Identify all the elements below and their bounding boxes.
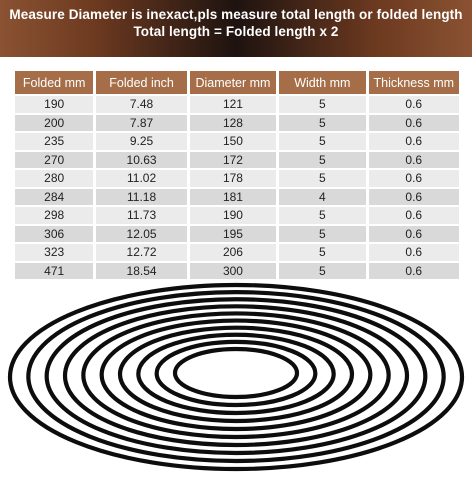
table-row: 235 9.25 150 5 0.6 xyxy=(15,133,459,150)
cell-folded-inch: 18.54 xyxy=(96,262,187,279)
cell-folded-mm: 200 xyxy=(15,114,94,131)
header-diameter-mm: Diameter mm xyxy=(189,71,277,94)
banner-line-1: Measure Diameter is inexact,pls measure … xyxy=(9,7,463,22)
table-row: 190 7.48 121 5 0.6 xyxy=(15,96,459,113)
cell-thickness-mm: 0.6 xyxy=(368,244,459,261)
cell-diameter-mm: 300 xyxy=(189,262,277,279)
cell-thickness-mm: 0.6 xyxy=(368,188,459,205)
cell-width-mm: 5 xyxy=(279,133,366,150)
cell-folded-mm: 323 xyxy=(15,244,94,261)
cell-width-mm: 5 xyxy=(279,207,366,224)
cell-width-mm: 5 xyxy=(279,244,366,261)
table-row: 284 11.18 181 4 0.6 xyxy=(15,188,459,205)
ring xyxy=(154,339,318,408)
cell-folded-inch: 12.05 xyxy=(96,225,187,242)
cell-folded-mm: 270 xyxy=(15,151,94,168)
cell-thickness-mm: 0.6 xyxy=(368,207,459,224)
cell-width-mm: 5 xyxy=(279,96,366,113)
table-row: 280 11.02 178 5 0.6 xyxy=(15,170,459,187)
banner: Measure Diameter is inexact,pls measure … xyxy=(0,0,472,57)
ring xyxy=(99,318,373,432)
cell-folded-inch: 11.02 xyxy=(96,170,187,187)
table-header-row: Folded mm Folded inch Diameter mm Width … xyxy=(15,71,459,94)
cell-folded-inch: 10.63 xyxy=(96,151,187,168)
cell-thickness-mm: 0.6 xyxy=(368,262,459,279)
banner-line-2: Total length = Folded length x 2 xyxy=(133,24,339,39)
cell-folded-mm: 306 xyxy=(15,225,94,242)
cell-diameter-mm: 195 xyxy=(189,225,277,242)
ring xyxy=(26,290,446,464)
cell-width-mm: 4 xyxy=(279,188,366,205)
cell-folded-inch: 11.18 xyxy=(96,188,187,205)
cell-width-mm: 5 xyxy=(279,262,366,279)
cell-folded-inch: 7.48 xyxy=(96,96,187,113)
cell-thickness-mm: 0.6 xyxy=(368,151,459,168)
cell-folded-mm: 284 xyxy=(15,188,94,205)
nested-rings-illustration xyxy=(7,282,465,472)
cell-folded-mm: 190 xyxy=(15,96,94,113)
cell-folded-inch: 11.73 xyxy=(96,207,187,224)
ring xyxy=(44,297,428,456)
cell-folded-inch: 12.72 xyxy=(96,244,187,261)
cell-diameter-mm: 172 xyxy=(189,151,277,168)
cell-thickness-mm: 0.6 xyxy=(368,133,459,150)
table-row: 270 10.63 172 5 0.6 xyxy=(15,151,459,168)
ring xyxy=(62,304,410,448)
header-folded-inch: Folded inch xyxy=(96,71,187,94)
cell-thickness-mm: 0.6 xyxy=(368,96,459,113)
cell-thickness-mm: 0.6 xyxy=(368,114,459,131)
table-row: 306 12.05 195 5 0.6 xyxy=(15,225,459,242)
cell-width-mm: 5 xyxy=(279,114,366,131)
table-row: 200 7.87 128 5 0.6 xyxy=(15,114,459,131)
header-folded-mm: Folded mm xyxy=(15,71,94,94)
ring xyxy=(7,282,465,472)
cell-folded-mm: 298 xyxy=(15,207,94,224)
cell-folded-mm: 280 xyxy=(15,170,94,187)
cell-folded-inch: 7.87 xyxy=(96,114,187,131)
cell-diameter-mm: 150 xyxy=(189,133,277,150)
cell-diameter-mm: 190 xyxy=(189,207,277,224)
cell-width-mm: 5 xyxy=(279,170,366,187)
table-row: 471 18.54 300 5 0.6 xyxy=(15,262,459,279)
cell-diameter-mm: 128 xyxy=(189,114,277,131)
cell-diameter-mm: 121 xyxy=(189,96,277,113)
ring xyxy=(117,325,355,424)
header-width-mm: Width mm xyxy=(279,71,366,94)
cell-thickness-mm: 0.6 xyxy=(368,225,459,242)
table-row: 298 11.73 190 5 0.6 xyxy=(15,207,459,224)
cell-folded-mm: 235 xyxy=(15,133,94,150)
cell-folded-inch: 9.25 xyxy=(96,133,187,150)
table-row: 323 12.72 206 5 0.6 xyxy=(15,244,459,261)
cell-thickness-mm: 0.6 xyxy=(368,170,459,187)
cell-width-mm: 5 xyxy=(279,151,366,168)
ring xyxy=(172,346,300,400)
ring xyxy=(136,332,336,416)
size-spec-table: Folded mm Folded inch Diameter mm Width … xyxy=(12,69,462,281)
cell-diameter-mm: 181 xyxy=(189,188,277,205)
cell-diameter-mm: 206 xyxy=(189,244,277,261)
ring xyxy=(81,311,391,440)
cell-width-mm: 5 xyxy=(279,225,366,242)
header-thickness-mm: Thickness mm xyxy=(368,71,459,94)
cell-diameter-mm: 178 xyxy=(189,170,277,187)
cell-folded-mm: 471 xyxy=(15,262,94,279)
